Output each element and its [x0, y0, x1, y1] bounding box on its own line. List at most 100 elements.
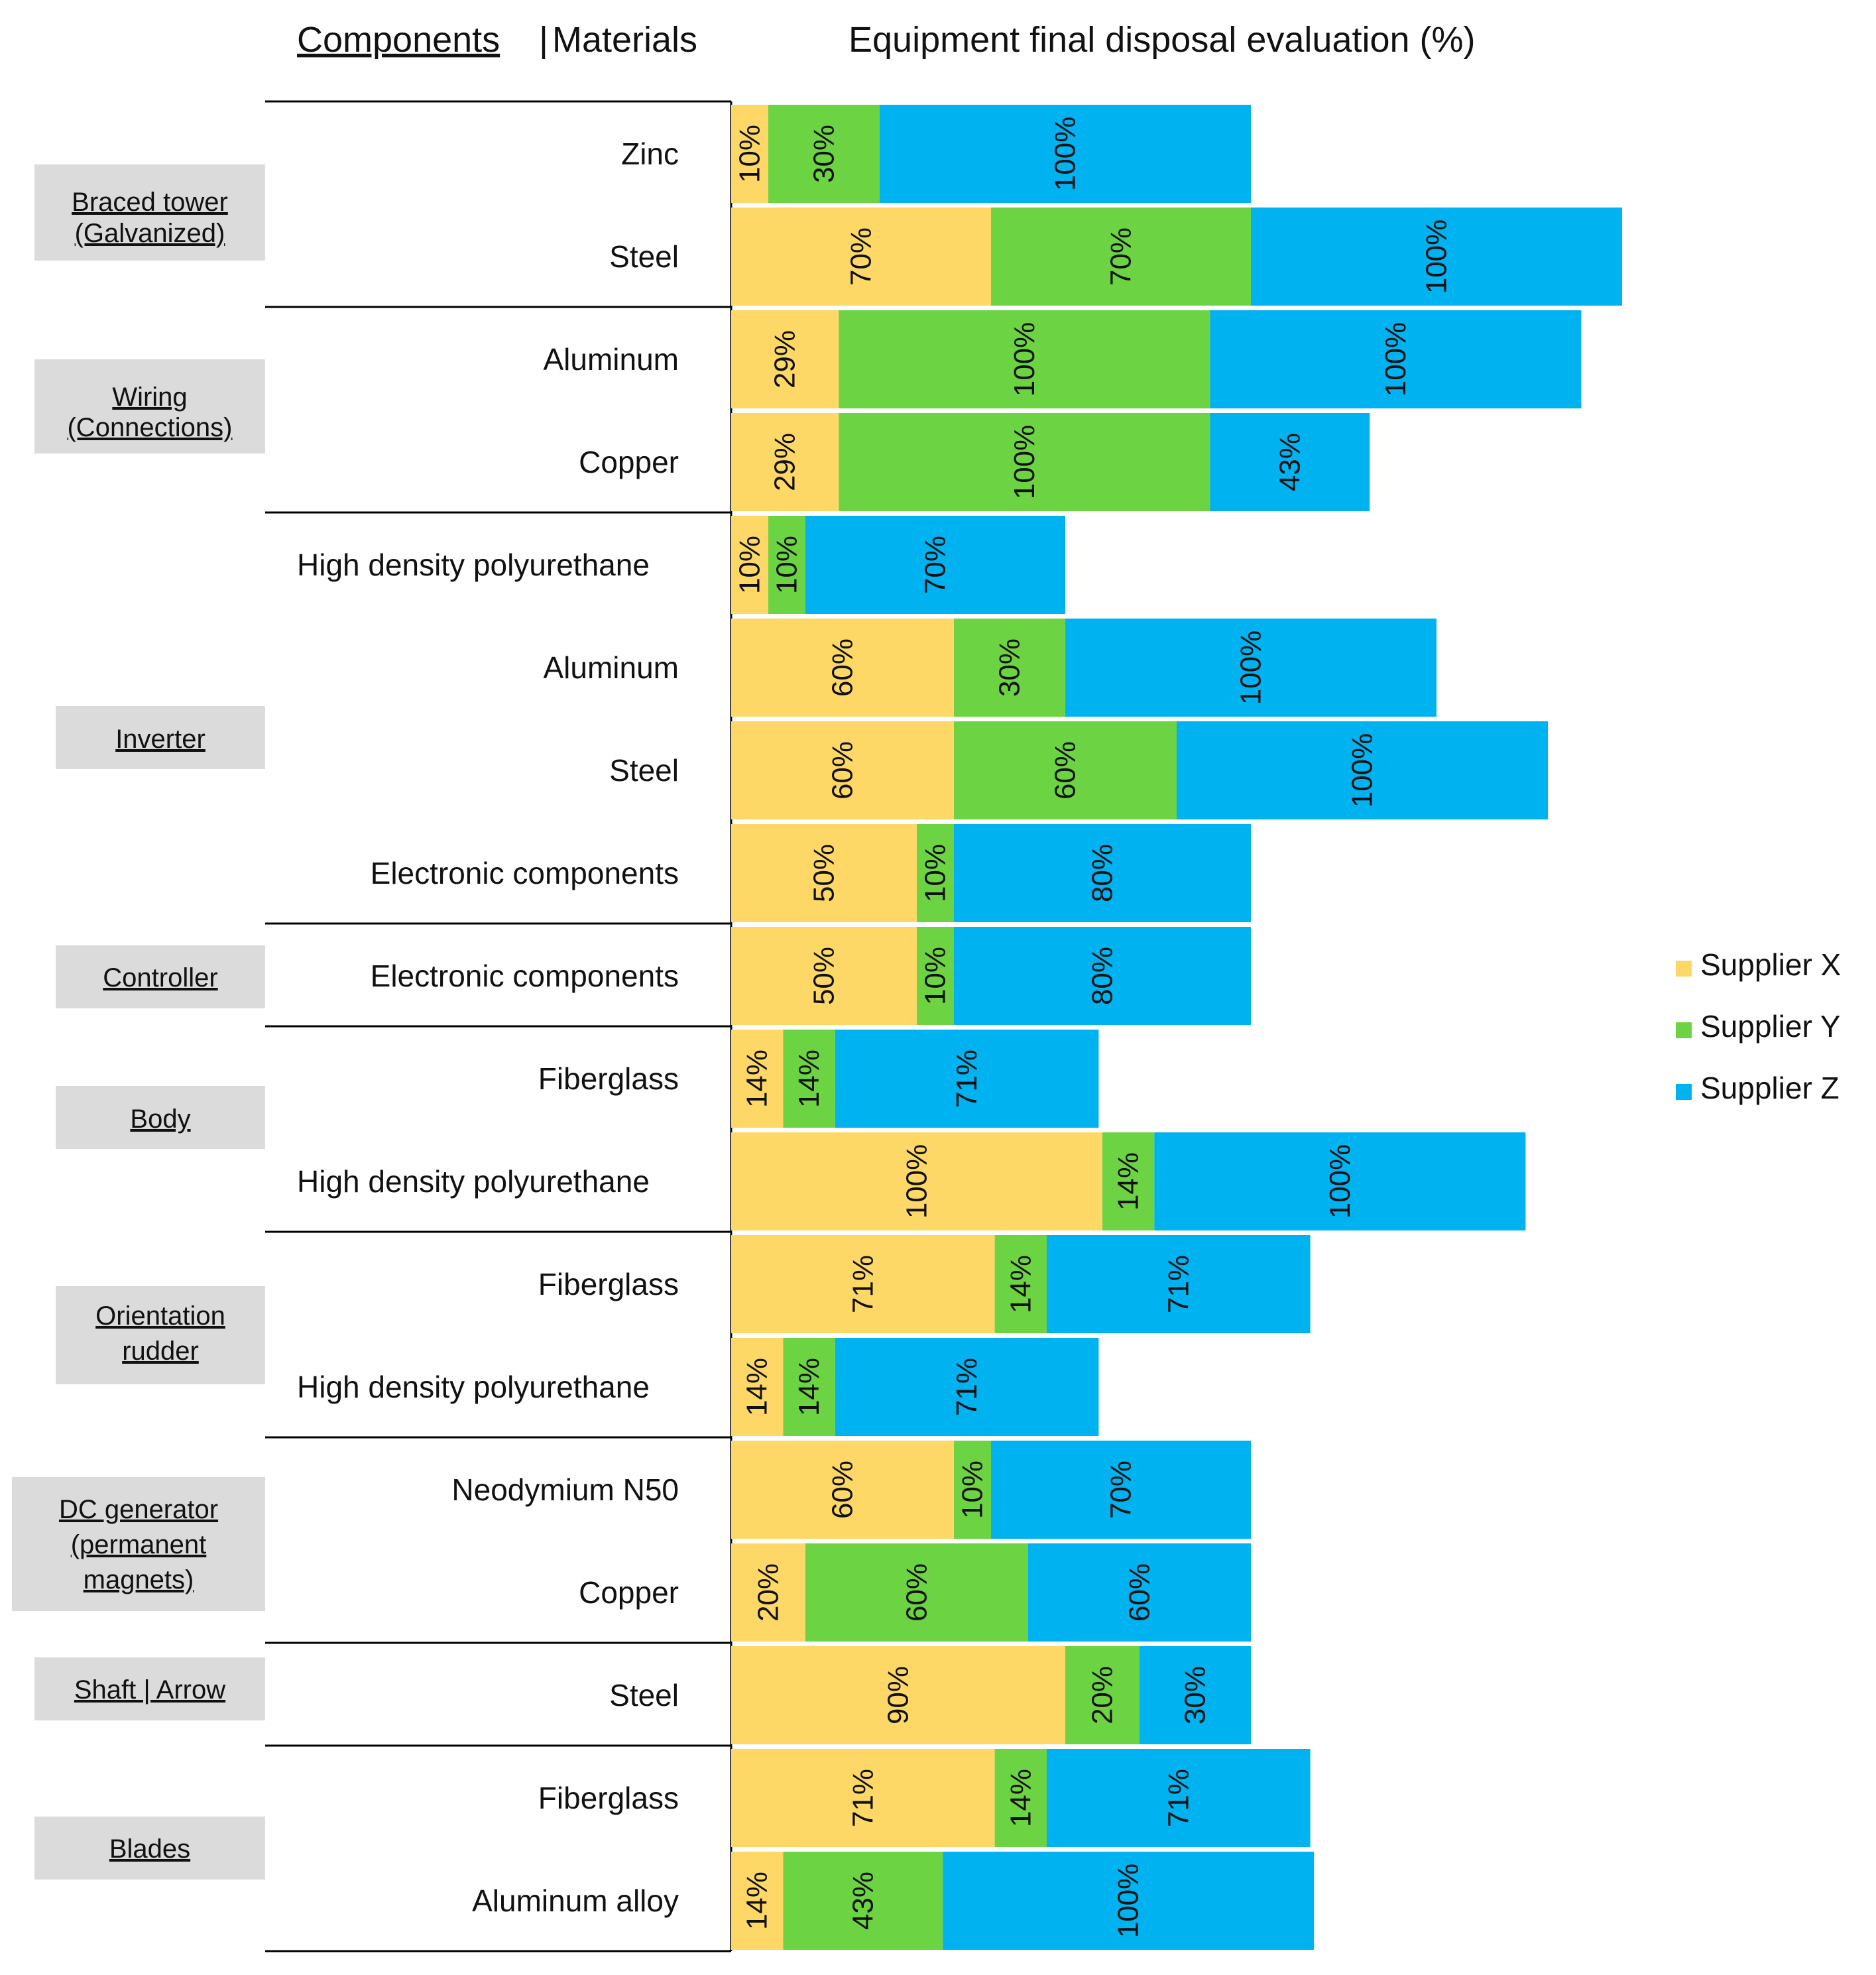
- value-label: 50%: [808, 947, 841, 1005]
- value-label: 30%: [994, 638, 1026, 697]
- value-label: 14%: [741, 1049, 774, 1108]
- component-box: [34, 359, 265, 453]
- bar-segment-z: [1177, 721, 1548, 819]
- bar-segment-z: [954, 927, 1251, 1025]
- bar-segment-y: [839, 413, 1210, 511]
- material-label: Steel: [609, 753, 679, 788]
- value-label: 70%: [1105, 227, 1138, 286]
- bar-segment-x: [731, 721, 954, 819]
- value-label: 71%: [951, 1358, 983, 1416]
- value-label: 80%: [1086, 844, 1119, 902]
- value-label: 20%: [752, 1563, 785, 1622]
- value-label: 14%: [1004, 1769, 1037, 1827]
- component-label: (Connections): [67, 413, 232, 442]
- value-label: 100%: [901, 1144, 933, 1219]
- bar-segment-y: [783, 1852, 943, 1950]
- bar-segment-x: [731, 1030, 784, 1128]
- bar-segment-y: [994, 1749, 1047, 1847]
- value-label: 100%: [1112, 1864, 1145, 1939]
- value-label: 60%: [827, 638, 859, 697]
- value-label: 60%: [901, 1563, 933, 1622]
- value-label: 70%: [845, 227, 878, 286]
- bar-segment-x: [731, 516, 768, 614]
- chart-title: Equipment final disposal evaluation (%): [849, 20, 1476, 60]
- value-label: 90%: [882, 1666, 915, 1724]
- material-label: Electronic components: [371, 856, 679, 890]
- value-label: 14%: [1004, 1255, 1037, 1313]
- bar-segment-y: [954, 721, 1177, 819]
- bar-segment-y: [954, 619, 1065, 717]
- value-label: 100%: [1346, 733, 1379, 808]
- component-box: [56, 945, 265, 1008]
- value-label: 10%: [734, 536, 766, 594]
- bar-segment-z: [880, 105, 1251, 203]
- value-label: 50%: [808, 844, 841, 902]
- material-label: High density polyurethane: [297, 548, 650, 582]
- bar-segment-y: [917, 824, 954, 922]
- value-label: 14%: [741, 1358, 774, 1416]
- legend-swatch: [1676, 1022, 1692, 1038]
- component-box: [34, 1817, 265, 1880]
- bar-segment-z: [1210, 310, 1582, 408]
- bar-segment-y: [1102, 1132, 1155, 1230]
- value-label: 14%: [793, 1358, 825, 1416]
- value-label: 100%: [1049, 117, 1082, 192]
- bars-layer: 10% 30% 100% 70% 70% 100% 29% 100% 100% 29% 100% 43…: [731, 105, 1622, 1950]
- value-label: 60%: [1049, 741, 1082, 800]
- bar-segment-x: [731, 105, 768, 203]
- component-label: (permanent: [71, 1530, 207, 1559]
- value-label: 80%: [1086, 947, 1119, 1005]
- bar-segment-y: [917, 927, 954, 1025]
- bar-segment-y: [839, 310, 1210, 408]
- value-label: 71%: [847, 1769, 879, 1827]
- bar-segment-z: [835, 1030, 1099, 1128]
- value-label: 60%: [827, 741, 859, 800]
- component-label: Wiring: [112, 383, 187, 412]
- bar-segment-x: [731, 1132, 1102, 1230]
- bar-segment-z: [1047, 1749, 1311, 1847]
- material-label: High density polyurethane: [297, 1164, 650, 1199]
- bar-segment-x: [731, 1749, 995, 1847]
- bar-segment-x: [731, 927, 917, 1025]
- bar-segment-x: [731, 1852, 784, 1950]
- bar-segment-x: [731, 1441, 954, 1539]
- value-label: 100%: [1235, 630, 1267, 705]
- value-label: 10%: [771, 536, 803, 594]
- bar-segment-y: [783, 1338, 835, 1436]
- component-box: [34, 1657, 265, 1720]
- value-label: 14%: [1112, 1152, 1145, 1211]
- component-label: Shaft | Arrow: [74, 1675, 225, 1705]
- bar-segment-x: [731, 310, 839, 408]
- component-label: (Galvanized): [75, 219, 225, 248]
- value-label: 71%: [951, 1049, 983, 1108]
- bar-segment-z: [1047, 1235, 1311, 1333]
- bar-segment-z: [991, 1441, 1251, 1539]
- value-label: 60%: [1124, 1563, 1156, 1622]
- components-header: Components: [297, 20, 500, 60]
- legend-swatch: [1676, 961, 1692, 977]
- value-label: 30%: [808, 125, 841, 183]
- value-label: 14%: [793, 1049, 825, 1108]
- bar-segment-y: [954, 1441, 991, 1539]
- value-label: 100%: [1379, 322, 1412, 397]
- bar-segment-z: [1154, 1132, 1526, 1230]
- bar-segment-x: [731, 208, 991, 306]
- component-label: Blades: [109, 1834, 190, 1864]
- component-box: [12, 1477, 265, 1611]
- component-box: [34, 164, 265, 261]
- bar-segment-z: [1251, 208, 1622, 306]
- legend-label: Supplier X: [1700, 947, 1841, 982]
- bar-segment-x: [731, 1338, 784, 1436]
- bar-segment-x: [731, 824, 917, 922]
- material-label: Copper: [579, 1575, 679, 1610]
- value-label: 30%: [1179, 1666, 1212, 1724]
- bar-segment-x: [731, 413, 839, 511]
- bar-segment-z: [943, 1852, 1315, 1950]
- material-label: Copper: [579, 445, 679, 479]
- value-label: 10%: [957, 1461, 989, 1519]
- value-label: 10%: [734, 125, 766, 183]
- component-label: rudder: [122, 1337, 199, 1366]
- component-box: [56, 1086, 265, 1149]
- value-label: 70%: [1105, 1461, 1138, 1519]
